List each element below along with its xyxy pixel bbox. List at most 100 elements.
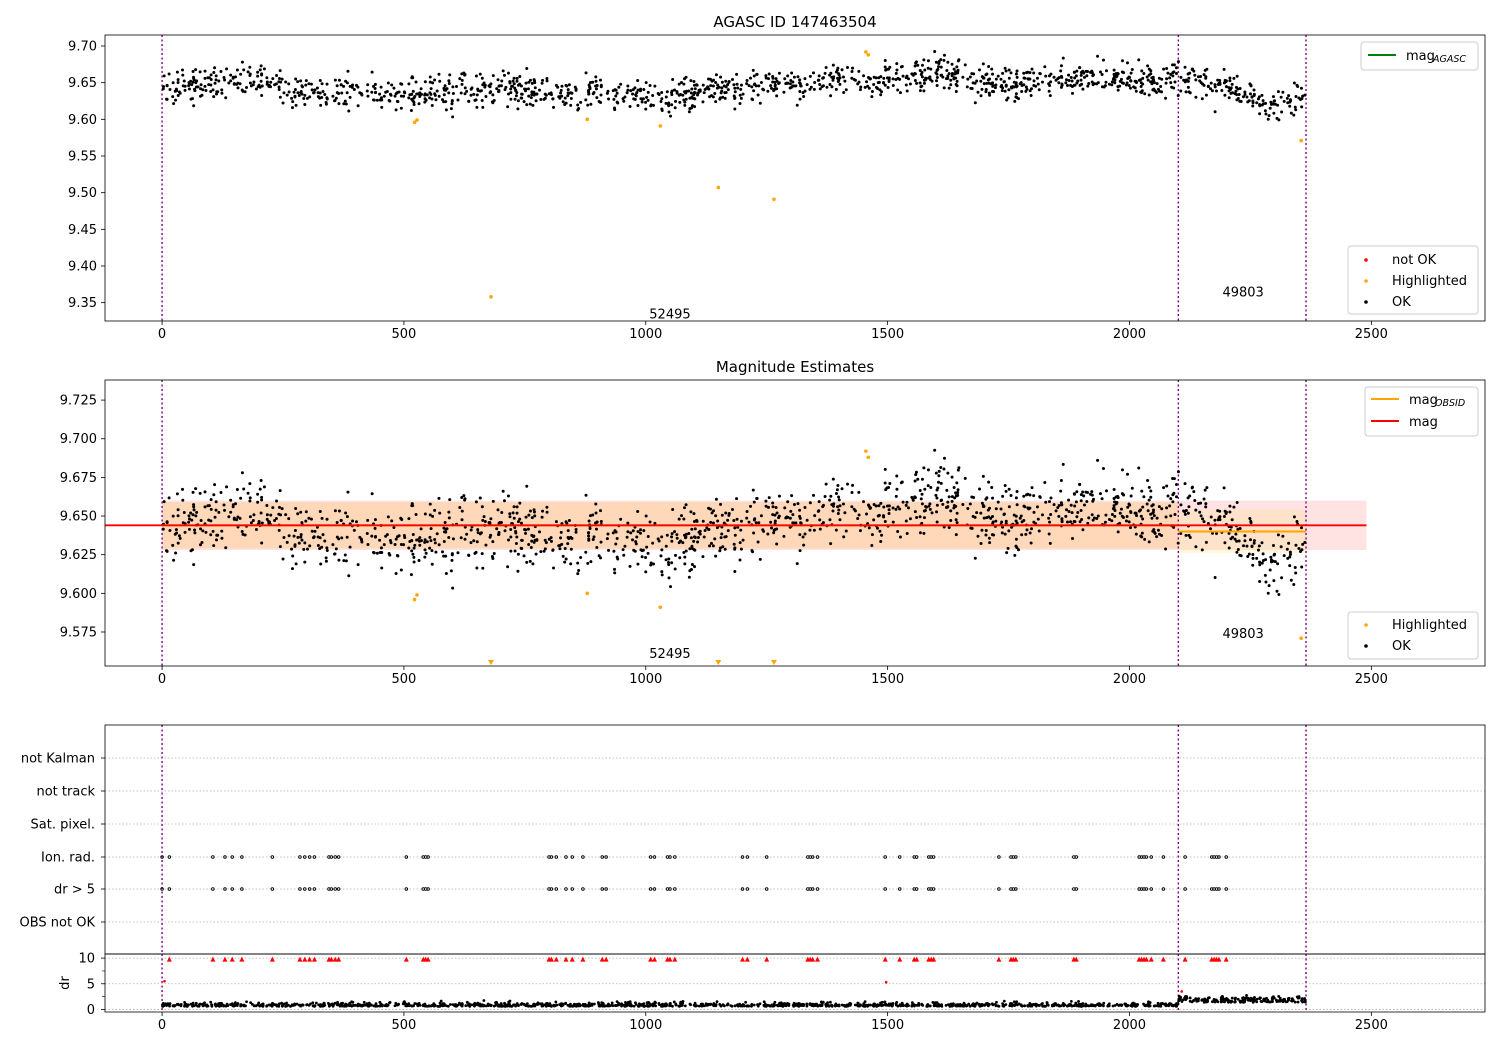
ok-point (989, 82, 993, 86)
dr-point (438, 1004, 442, 1008)
ok-point (1232, 76, 1236, 80)
ok-point (201, 529, 205, 533)
ok-point (952, 67, 956, 71)
ok-point (1224, 512, 1228, 516)
ok-point (777, 516, 781, 520)
dr-point (715, 1000, 719, 1004)
ok-point (370, 90, 374, 94)
x-tick-label: 2500 (1355, 672, 1388, 687)
ok-point (980, 501, 984, 505)
ok-point (1052, 503, 1056, 507)
ok-point (407, 546, 411, 550)
ok-point (1120, 468, 1124, 472)
ok-point (803, 506, 807, 510)
ok-point (695, 83, 699, 87)
highlighted-point (412, 120, 417, 125)
ok-point (1280, 576, 1284, 580)
ok-point (985, 496, 989, 500)
ok-point (1206, 85, 1210, 89)
ok-point (1112, 72, 1116, 76)
ok-point (928, 78, 932, 82)
flag-point (336, 887, 341, 891)
ok-point (657, 93, 661, 97)
ok-point (904, 76, 908, 80)
ok-point (293, 528, 297, 532)
ok-point (836, 79, 840, 83)
ok-point (888, 482, 892, 486)
ok-point (922, 466, 926, 470)
ok-point (1120, 492, 1124, 496)
ok-point (908, 82, 912, 86)
ok-point (966, 77, 970, 81)
dr-point (604, 1004, 608, 1008)
dr-point (973, 1004, 977, 1008)
ok-point (755, 496, 759, 500)
legend-box (1347, 611, 1479, 660)
ok-point (908, 517, 912, 521)
ok-point (1067, 498, 1071, 502)
ok-point (752, 74, 756, 78)
dr-point (834, 1004, 837, 1008)
ok-point (538, 88, 542, 92)
ok-point (483, 85, 487, 89)
ok-point (588, 527, 592, 531)
flag-point (604, 855, 608, 859)
ok-point (1171, 500, 1175, 504)
ok-point (544, 93, 548, 97)
ok-point (574, 530, 578, 534)
ok-point (1269, 100, 1273, 104)
ok-point (1152, 514, 1156, 518)
ok-point (930, 511, 934, 515)
dr-point (535, 1002, 538, 1006)
ok-point (901, 74, 905, 78)
ok-point (1112, 506, 1116, 510)
ok-point (1014, 72, 1018, 76)
ok-point (447, 82, 451, 86)
ok-point (1237, 93, 1241, 97)
offscale-marker (487, 660, 494, 665)
ok-point (181, 68, 185, 72)
ok-point (764, 76, 768, 80)
ok-point (1003, 484, 1007, 488)
ok-point (1251, 556, 1255, 560)
ok-point (1025, 528, 1029, 532)
x-tick-label: 0 (158, 1018, 166, 1033)
ok-point (836, 484, 840, 487)
highlighted-point (866, 455, 871, 460)
ok-point (881, 514, 885, 518)
ok-point (665, 533, 669, 537)
ok-point (1118, 521, 1122, 525)
ok-point (692, 539, 696, 543)
dr-point (962, 1001, 966, 1005)
dr-point (1181, 998, 1185, 1002)
ok-point (1150, 504, 1154, 508)
ok-point (203, 505, 207, 509)
ok-point (410, 549, 414, 553)
ok-point (1061, 56, 1065, 60)
ok-point (240, 529, 244, 533)
dr-point (394, 1001, 398, 1005)
ok-point (1140, 89, 1144, 93)
ok-point (248, 499, 252, 503)
ok-point (1022, 76, 1026, 80)
ok-point (1205, 486, 1209, 490)
flag-point (333, 887, 337, 891)
ok-point (881, 80, 885, 84)
ok-point (445, 527, 449, 531)
ok-point (899, 481, 903, 485)
dr-point (800, 1004, 803, 1007)
y-tick-label: 5 (87, 977, 95, 992)
ok-point (920, 477, 924, 481)
ok-point (846, 482, 849, 486)
ok-point (868, 506, 872, 510)
dr-point (229, 1003, 232, 1006)
ok-point (299, 510, 303, 514)
ok-point (483, 519, 487, 523)
ok-point (195, 79, 199, 83)
ok-point (720, 86, 724, 90)
ok-point (1156, 528, 1160, 532)
flag-point (570, 855, 575, 859)
ok-point (530, 539, 534, 543)
dr-point (632, 1004, 636, 1008)
ok-point (320, 95, 324, 99)
